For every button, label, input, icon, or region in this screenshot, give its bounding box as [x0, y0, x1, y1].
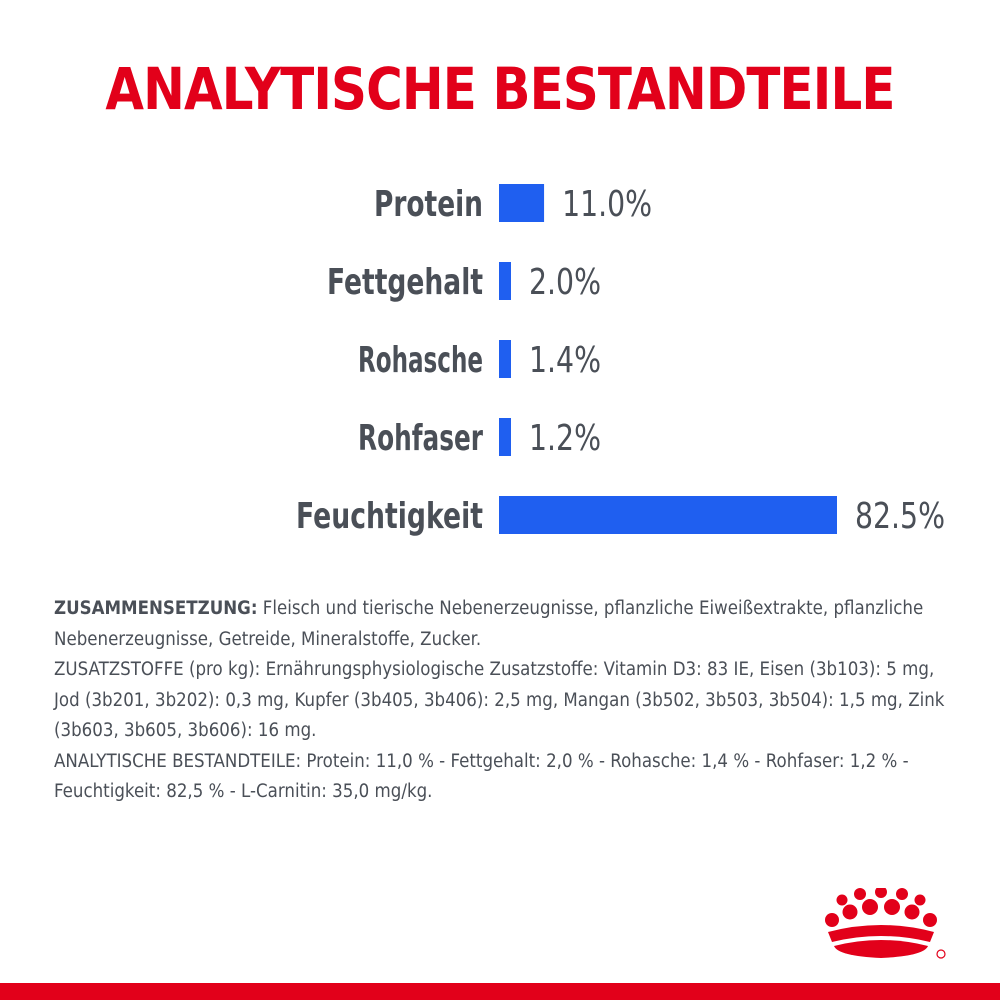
bar-protein: [499, 184, 545, 222]
bar-label-feuchtigkeit: Feuchtigkeit: [296, 496, 483, 537]
bar-value-rohasche: 1.4%: [529, 340, 601, 381]
additives-paragraph: ZUSATZSTOFFE (pro kg): Ernährungsphysiol…: [54, 659, 945, 741]
royal-canin-crown-icon: [825, 888, 946, 959]
bar-value-protein: 11.0%: [562, 184, 652, 225]
bar-fettgehalt: [499, 262, 511, 300]
bar-rohasche: [499, 340, 511, 378]
bar-value-fettgehalt: 2.0%: [529, 262, 601, 303]
bar-label-rohfaser: Rohfaser: [358, 418, 483, 459]
bar-label-protein: Protein: [374, 184, 483, 225]
composition-paragraph: ZUSAMMENSETZUNG: Fleisch und tierische N…: [54, 594, 954, 655]
bar-value-feuchtigkeit: 82.5%: [855, 496, 945, 537]
composition-label: ZUSAMMENSETZUNG:: [54, 598, 258, 619]
bar-label-rohasche: Rohasche: [358, 340, 483, 381]
bottom-accent-bar: [0, 983, 1000, 1000]
page-title: ANALYTISCHE BESTANDTEILE: [105, 55, 895, 123]
bar-value-rohfaser: 1.2%: [529, 418, 601, 459]
bar-label-fettgehalt: Fettgehalt: [327, 262, 483, 303]
bar-feuchtigkeit: [499, 496, 837, 534]
bar-rohfaser: [499, 418, 511, 456]
composition-text: ZUSAMMENSETZUNG: Fleisch und tierische N…: [54, 594, 954, 808]
composition-ingredients: Fleisch und tierische Nebenerzeugnisse, …: [54, 598, 924, 650]
analytical-paragraph: ANALYTISCHE BESTANDTEILE: Protein: 11,0 …: [54, 750, 909, 803]
nutrient-bar-chart: Protein 11.0% Fettgehalt 2.0% Rohasche 1.4% Ro…: [296, 184, 945, 537]
